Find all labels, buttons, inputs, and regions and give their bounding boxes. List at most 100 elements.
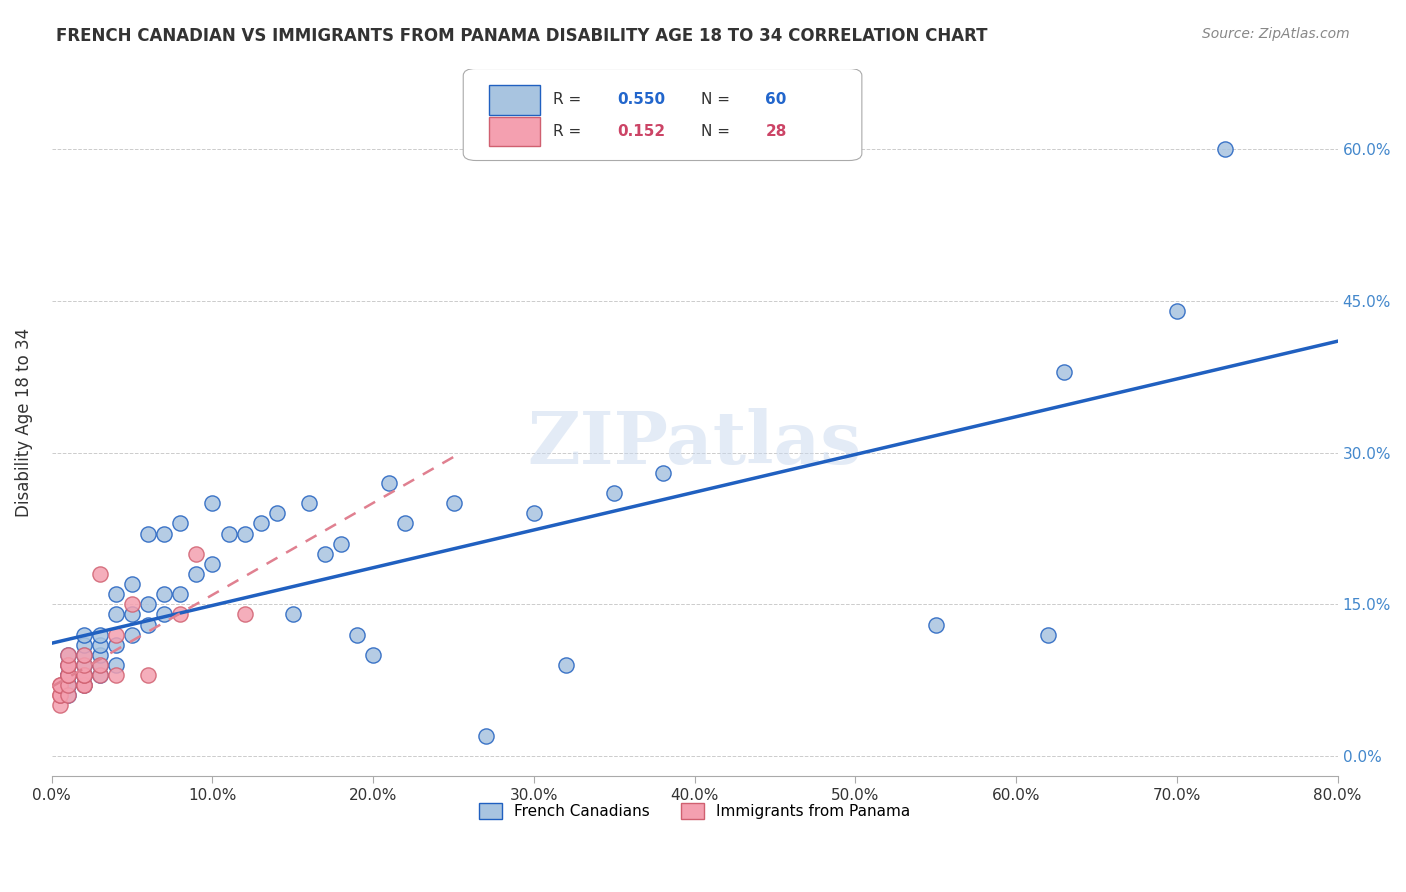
Point — [136, 668, 159, 682]
Text: Source: ZipAtlas.com: Source: ZipAtlas.com — [1202, 27, 1350, 41]
Point — [1213, 142, 1236, 156]
Point — [361, 648, 384, 662]
Point — [56, 678, 79, 692]
Point — [186, 566, 208, 581]
Point — [56, 657, 79, 672]
Point — [56, 668, 79, 682]
Point — [281, 607, 304, 622]
Text: R =: R = — [553, 124, 586, 139]
Point — [121, 597, 143, 611]
Point — [249, 516, 271, 531]
Point — [73, 648, 96, 662]
Point — [1166, 304, 1188, 318]
Point — [169, 607, 191, 622]
Point — [89, 668, 111, 682]
Point — [73, 638, 96, 652]
Point — [56, 678, 79, 692]
Point — [89, 638, 111, 652]
Point — [73, 668, 96, 682]
Point — [56, 668, 79, 682]
FancyBboxPatch shape — [489, 117, 540, 146]
Point — [49, 688, 72, 702]
Text: R =: R = — [553, 92, 586, 107]
Point — [1053, 365, 1076, 379]
Point — [153, 526, 176, 541]
Point — [136, 526, 159, 541]
Text: FRENCH CANADIAN VS IMMIGRANTS FROM PANAMA DISABILITY AGE 18 TO 34 CORRELATION CH: FRENCH CANADIAN VS IMMIGRANTS FROM PANAM… — [56, 27, 988, 45]
Point — [346, 627, 368, 641]
Point — [89, 648, 111, 662]
Point — [56, 668, 79, 682]
Point — [105, 587, 128, 601]
Point — [89, 566, 111, 581]
Point — [56, 688, 79, 702]
Point — [378, 475, 401, 490]
Point — [73, 627, 96, 641]
Point — [169, 587, 191, 601]
FancyBboxPatch shape — [489, 85, 540, 114]
Point — [105, 638, 128, 652]
Point — [56, 678, 79, 692]
Text: ZIPatlas: ZIPatlas — [527, 408, 862, 479]
Point — [266, 506, 288, 520]
Point — [73, 668, 96, 682]
Point — [49, 678, 72, 692]
Point — [89, 657, 111, 672]
Point — [89, 668, 111, 682]
Point — [218, 526, 240, 541]
Point — [56, 648, 79, 662]
Point — [153, 587, 176, 601]
Text: N =: N = — [702, 92, 735, 107]
Point — [186, 547, 208, 561]
Y-axis label: Disability Age 18 to 34: Disability Age 18 to 34 — [15, 327, 32, 516]
Point — [121, 577, 143, 591]
Point — [233, 607, 256, 622]
Point — [56, 668, 79, 682]
Point — [49, 678, 72, 692]
FancyBboxPatch shape — [463, 69, 862, 161]
Point — [603, 486, 626, 500]
Point — [49, 698, 72, 713]
Point — [73, 668, 96, 682]
Point — [121, 627, 143, 641]
Point — [105, 607, 128, 622]
Point — [73, 678, 96, 692]
Point — [136, 617, 159, 632]
Point — [121, 607, 143, 622]
Text: N =: N = — [702, 124, 735, 139]
Point — [651, 466, 673, 480]
Point — [56, 657, 79, 672]
Point — [105, 627, 128, 641]
Text: 60: 60 — [765, 92, 787, 107]
Text: 28: 28 — [765, 124, 787, 139]
Point — [555, 657, 578, 672]
Point — [136, 597, 159, 611]
Point — [56, 688, 79, 702]
Point — [201, 557, 224, 571]
Point — [169, 516, 191, 531]
Point — [73, 668, 96, 682]
Point — [73, 657, 96, 672]
Point — [56, 648, 79, 662]
Point — [1038, 627, 1060, 641]
Point — [105, 657, 128, 672]
Point — [73, 648, 96, 662]
Point — [330, 536, 353, 550]
Point — [925, 617, 948, 632]
Point — [49, 688, 72, 702]
Point — [153, 607, 176, 622]
Point — [474, 729, 496, 743]
Point — [523, 506, 546, 520]
Legend: French Canadians, Immigrants from Panama: French Canadians, Immigrants from Panama — [474, 797, 917, 825]
Point — [73, 657, 96, 672]
Point — [56, 657, 79, 672]
Point — [73, 678, 96, 692]
Point — [89, 657, 111, 672]
Point — [443, 496, 465, 510]
Point — [73, 678, 96, 692]
Point — [394, 516, 416, 531]
Text: 0.152: 0.152 — [617, 124, 665, 139]
Point — [233, 526, 256, 541]
Point — [89, 627, 111, 641]
Point — [314, 547, 336, 561]
